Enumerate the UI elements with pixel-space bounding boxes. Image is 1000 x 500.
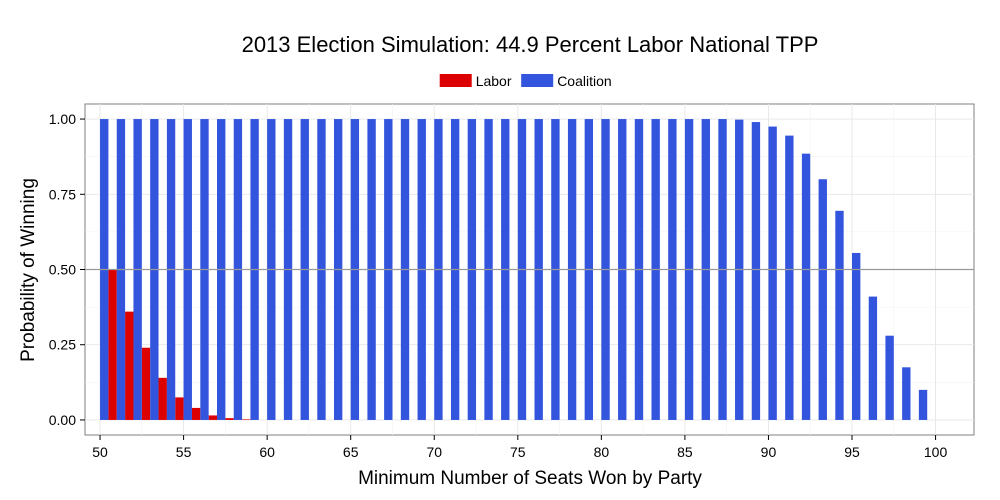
bar-coalition-96 (868, 296, 878, 420)
x-tick-label: 80 (594, 444, 610, 460)
x-tick-label: 50 (92, 444, 108, 460)
x-tick-label: 90 (761, 444, 777, 460)
x-axis-title: Minimum Number of Seats Won by Party (358, 468, 702, 489)
x-tick-label: 95 (844, 444, 860, 460)
bar-coalition-89 (751, 122, 761, 420)
y-tick-label: 1.00 (49, 111, 76, 127)
y-axis: 0.00 0.25 0.50 0.75 1.00 (49, 111, 85, 428)
y-tick-label: 0.00 (49, 412, 76, 428)
x-tick-label: 60 (259, 444, 275, 460)
y-tick-label: 0.25 (49, 337, 76, 353)
legend: Labor Coalition (439, 73, 612, 89)
x-axis: 50 55 60 65 70 75 80 85 90 95 100 (92, 435, 947, 460)
bar-coalition-95 (852, 252, 861, 420)
bar-labor-53 (141, 347, 151, 420)
bar-labor-56 (191, 407, 201, 420)
legend-swatch-coalition (521, 74, 554, 87)
bar-coalition-91 (785, 135, 794, 420)
legend-label-coalition: Coalition (557, 73, 611, 89)
bar-coalition-98 (902, 367, 911, 420)
x-tick-label: 55 (176, 444, 192, 460)
x-tick-label: 75 (510, 444, 526, 460)
bar-coalition-92 (801, 153, 811, 420)
bar-coalition-93 (818, 179, 827, 420)
x-tick-label: 100 (924, 444, 948, 460)
bar-coalition-90 (768, 126, 777, 420)
legend-label-labor: Labor (476, 73, 512, 89)
bar-coalition-99 (918, 389, 928, 420)
y-axis-title: Probability of Winning (18, 178, 39, 362)
x-tick-label: 65 (343, 444, 359, 460)
bar-labor-59 (242, 419, 251, 420)
bar-labor-52 (125, 311, 134, 420)
bar-labor-57 (208, 415, 218, 420)
y-tick-label: 0.75 (49, 186, 76, 202)
x-tick-label: 85 (677, 444, 693, 460)
x-tick-label: 70 (426, 444, 442, 460)
bar-coalition-97 (885, 335, 894, 420)
bar-labor-51 (108, 269, 117, 420)
bar-labor-58 (225, 418, 234, 420)
chart-title: 2013 Election Simulation: 44.9 Percent L… (242, 32, 819, 57)
bar-labor-54 (158, 377, 167, 420)
bar-coalition-94 (835, 210, 844, 420)
bar-labor-55 (175, 397, 184, 420)
legend-swatch-labor (439, 74, 472, 87)
y-tick-label: 0.50 (49, 262, 76, 278)
